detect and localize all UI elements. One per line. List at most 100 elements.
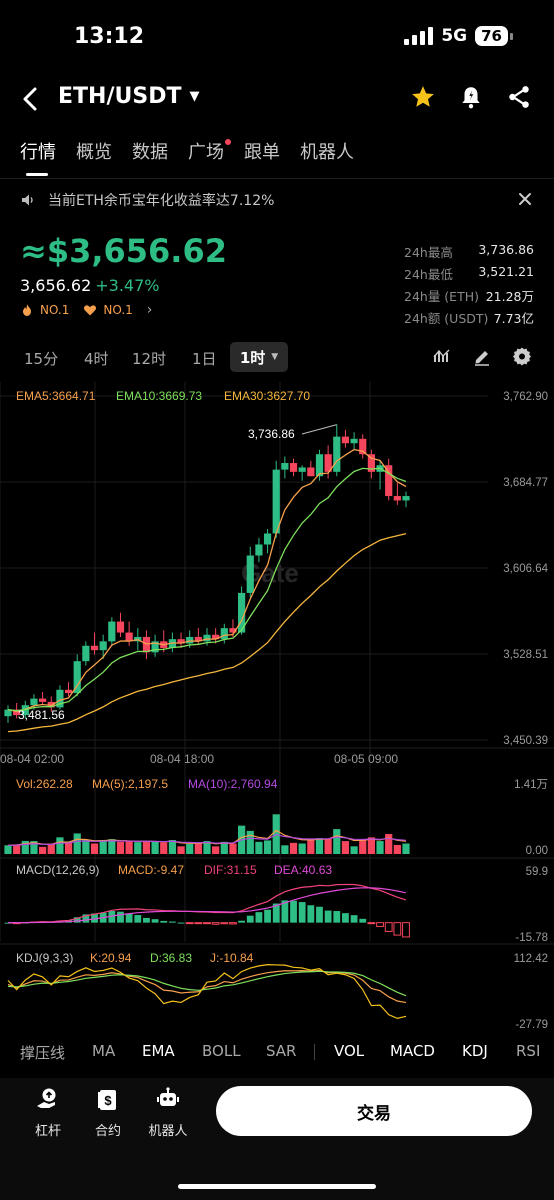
tab-2[interactable]: 数据	[132, 138, 168, 176]
candle-body	[13, 709, 21, 716]
candle-body	[238, 592, 246, 633]
trade-button[interactable]: 交易	[216, 1086, 532, 1136]
volume-bar	[393, 844, 401, 854]
volume-bar	[212, 846, 220, 854]
status-indicators: 5G 76	[404, 26, 513, 46]
rank-badges[interactable]: NO.1 NO.1 ›	[20, 302, 152, 318]
stat-value: 7.73亿	[493, 311, 534, 326]
tab-label: 跟单	[244, 142, 280, 163]
price-alert-icon[interactable]	[458, 84, 484, 110]
status-time: 13:12	[74, 24, 145, 49]
indicator-tab-vol[interactable]: VOL	[334, 1042, 365, 1060]
macd-bar	[238, 920, 246, 923]
volume-bar	[64, 842, 73, 854]
stat-row: 24h额 (USDT) 7.73亿	[404, 308, 534, 330]
nav-robot-label: 机器人	[148, 1124, 188, 1139]
vol-ma10-line	[7, 834, 407, 846]
period-4h[interactable]: 4时	[84, 350, 109, 368]
kline-chart[interactable]: 3,762.90 3,684.77 3,606.64 3,528.51 3,450.39…	[0, 382, 554, 1032]
indicator-tab-support[interactable]: 撑压线	[20, 1044, 66, 1062]
leverage-icon	[35, 1086, 61, 1112]
vol-tick: 1.41万	[514, 779, 548, 791]
nav-contract[interactable]: $ 合约	[78, 1086, 138, 1139]
indicator-icon[interactable]	[432, 346, 452, 366]
bottom-action-bar: 杠杆 $ 合约 机器人 交易	[0, 1078, 554, 1200]
indicator-tab-rsi[interactable]: RSI	[516, 1042, 541, 1060]
star-icon[interactable]	[410, 84, 436, 110]
candle-body	[272, 469, 280, 534]
stat-label: 24h量 (ETH)	[404, 289, 479, 304]
ema10-label: EMA10:3669.73	[116, 389, 202, 403]
macd-bar	[160, 920, 168, 923]
indicator-tab-macd[interactable]: MACD	[390, 1042, 435, 1060]
settings-icon[interactable]	[512, 346, 532, 366]
volume-bar	[186, 843, 194, 854]
macd-tick: 59.9	[526, 866, 548, 878]
time-label: 08-04 02:00	[0, 752, 64, 766]
candle-body	[333, 436, 341, 472]
draw-tool-icon[interactable]	[472, 346, 492, 366]
indicator-tab-sar[interactable]: SAR	[266, 1042, 297, 1060]
notice-bar[interactable]: 当前ETH余币宝年化收益率达7.12%	[0, 188, 554, 212]
indicator-tab-ma[interactable]: MA	[92, 1042, 116, 1060]
indicator-tab-kdj[interactable]: KDJ	[462, 1042, 488, 1060]
indicator-tab-boll[interactable]: BOLL	[202, 1042, 241, 1060]
d-value: D:36.83	[150, 951, 192, 965]
stat-row: 24h最低 3,521.21	[404, 264, 534, 286]
tab-3[interactable]: 广场	[188, 138, 231, 176]
low-marker: 3,481.56	[18, 708, 65, 722]
dea-line	[7, 887, 407, 924]
tab-4[interactable]: 跟单	[244, 138, 280, 176]
period-12h[interactable]: 12时	[132, 350, 167, 368]
volume-bar	[82, 839, 90, 854]
volume-bar	[402, 843, 410, 854]
tab-label: 数据	[132, 142, 168, 163]
price-change: +3.47%	[95, 276, 160, 295]
period-1d[interactable]: 1日	[192, 350, 217, 368]
volume-bar	[116, 841, 125, 854]
volume-bar	[56, 837, 64, 854]
stat-label: 24h最高	[404, 245, 453, 260]
macd-bar	[143, 917, 150, 923]
share-icon[interactable]	[506, 84, 532, 110]
contract-icon: $	[95, 1086, 121, 1112]
candle-body	[367, 454, 375, 472]
macd-bar	[91, 913, 98, 923]
back-icon[interactable]	[18, 84, 44, 114]
macd-bar	[194, 922, 203, 925]
close-icon[interactable]	[516, 190, 534, 208]
volume-bar	[142, 841, 151, 854]
tab-0[interactable]: 行情	[20, 138, 56, 176]
tab-label: 机器人	[300, 142, 354, 163]
macd-bar	[342, 913, 349, 923]
indicator-tab-ema[interactable]: EMA	[142, 1042, 175, 1060]
vol-tick: 0.00	[526, 845, 548, 857]
candle-body	[255, 544, 263, 556]
candle-body	[125, 632, 133, 642]
tab-5[interactable]: 机器人	[300, 138, 354, 176]
volume-bar	[134, 842, 142, 854]
nav-leverage[interactable]: 杠杆	[18, 1086, 78, 1139]
dif-value: DIF:31.15	[204, 863, 257, 877]
price-tick: 3,450.39	[503, 735, 548, 747]
ema5-line	[7, 448, 407, 713]
indicator-divider	[314, 1044, 315, 1060]
nav-robot[interactable]: 机器人	[138, 1086, 198, 1139]
macd-bar	[359, 918, 367, 923]
volume-bar	[307, 840, 315, 854]
pair-selector[interactable]: ETH/USDT ▼	[58, 84, 199, 109]
volume-bar	[194, 843, 202, 854]
main-tabs: 行情 概览 数据 广场 跟单 机器人	[0, 138, 554, 178]
nav-leverage-label: 杠杆	[34, 1124, 61, 1139]
macd-bar	[177, 922, 185, 924]
price-usd: ≈$3,656.62	[20, 232, 227, 270]
macd-bar	[211, 922, 220, 925]
vol-ma5-label: MA(5):2,197.5	[92, 777, 168, 791]
tab-1[interactable]: 概览	[76, 138, 112, 176]
period-1h[interactable]: 1时 ▼	[230, 342, 288, 372]
period-selector: 15分 4时 12时 1日 1时 ▼	[0, 342, 554, 374]
tab-label: 行情	[20, 142, 56, 163]
period-15m[interactable]: 15分	[24, 350, 59, 368]
candle-body	[281, 463, 289, 470]
macd-bar	[324, 910, 332, 923]
